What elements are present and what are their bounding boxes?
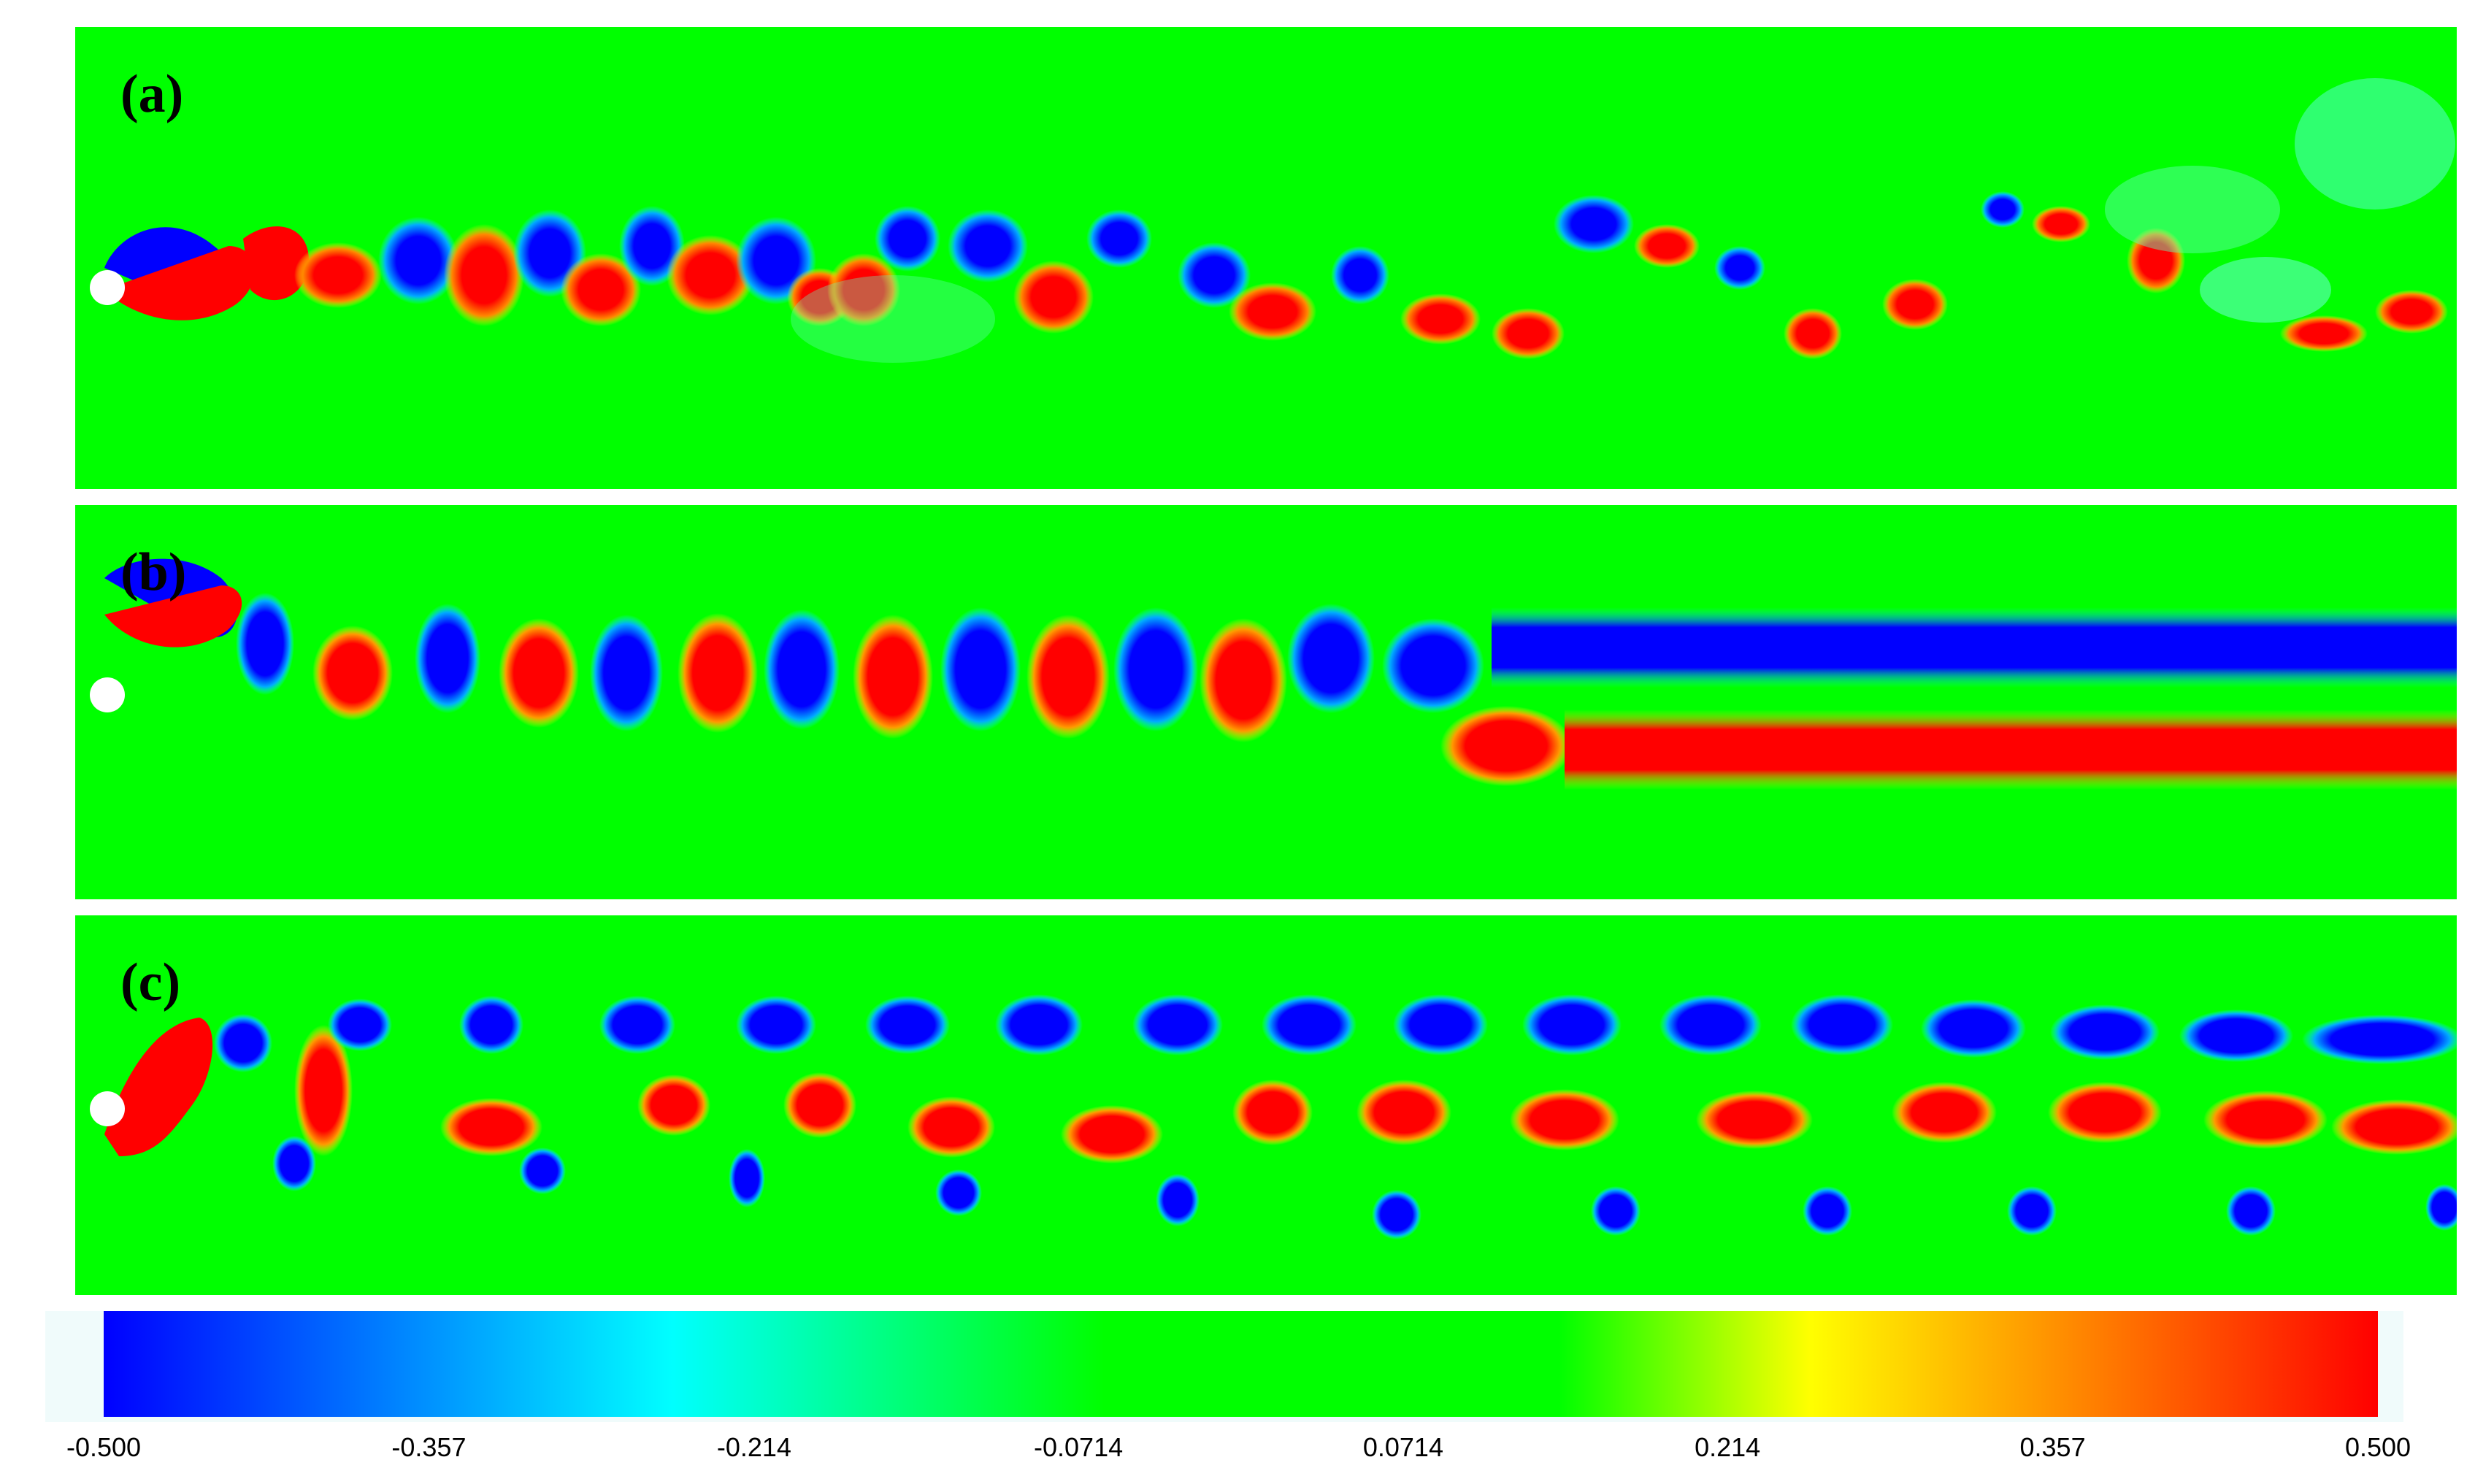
wake-field-c: [90, 994, 2457, 1239]
vorticity-panel-a: (a): [75, 27, 2457, 489]
wake-field-b: [90, 558, 2457, 790]
vortex-pairs-c: [104, 994, 2457, 1239]
wake-field-a: [90, 78, 2455, 363]
cylinder-b: [90, 677, 125, 712]
vorticity-panel-c: (c): [75, 915, 2457, 1295]
colorbar-tick-label: 0.0714: [1362, 1432, 1443, 1462]
panel-label-c: (c): [120, 953, 181, 1012]
colorbar-tick-label: 0.214: [1695, 1432, 1761, 1462]
colorbar-tick-label: 0.500: [2344, 1432, 2411, 1462]
colorbar-tick-label: -0.500: [66, 1432, 142, 1462]
cylinder-a: [90, 270, 125, 305]
colorbar-tick-label: -0.0714: [1034, 1432, 1124, 1462]
vortex-street-b: [104, 558, 2457, 790]
vortex-field-a: [104, 78, 2455, 363]
cylinder-c: [90, 1091, 125, 1126]
colorbar: [45, 1311, 2403, 1422]
vorticity-panel-b: (b): [75, 505, 2457, 899]
colorbar-tick-label: 0.357: [2019, 1432, 2086, 1462]
colorbar-tick-label: -0.357: [391, 1432, 467, 1462]
panel-label-b: (b): [120, 542, 187, 602]
panel-label-a: (a): [120, 64, 184, 124]
colorbar-gradient: [104, 1311, 2378, 1417]
colorbar-tick-label: -0.214: [716, 1432, 791, 1462]
